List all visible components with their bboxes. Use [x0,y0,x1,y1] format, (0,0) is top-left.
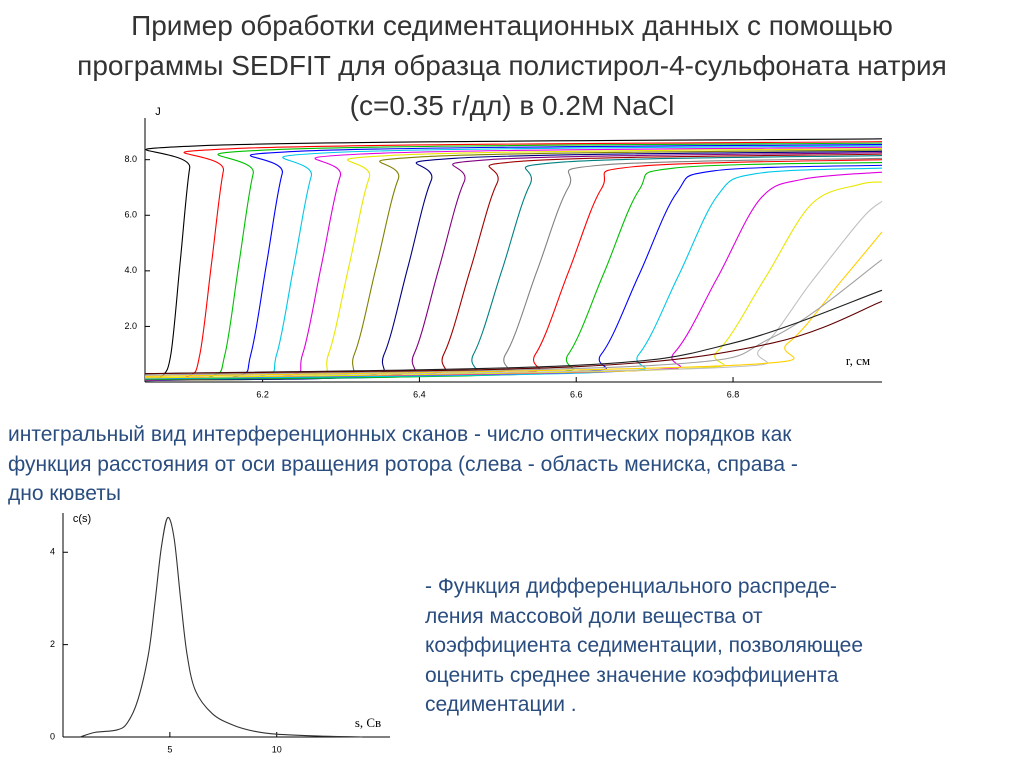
data-line [79,516,363,738]
data-line [144,150,883,381]
data-line [144,164,883,380]
y-tick-label: 8.0 [124,154,137,164]
y-tick-label: 2.0 [124,321,137,331]
x-tick-label: 6.4 [413,389,426,399]
x-tick-label: 5 [167,744,172,754]
x-tick-label: 6.8 [727,389,740,399]
data-line [144,143,883,382]
data-line [144,138,883,382]
data-line [144,231,883,377]
data-line [144,145,883,381]
x-axis-label: s, Св [355,715,381,730]
data-line [144,149,883,381]
caption: - Функция дифференциального распреде- ле… [425,575,864,716]
slide-title: Пример обработки седиментационных данных… [77,10,947,121]
data-line [144,161,883,380]
data-line [144,171,883,379]
y-axis-label: J [155,106,161,118]
data-line [144,141,883,382]
data-line [144,167,883,380]
y-tick-label: 6.0 [124,210,137,220]
data-line [144,300,883,375]
data-line [144,259,883,376]
data-line [144,142,883,382]
x-tick-label: 6.2 [256,389,269,399]
data-line [144,148,883,381]
data-line [144,152,883,381]
y-axis-label: c(s) [73,513,91,525]
y-tick-label: 2 [50,639,55,649]
data-line [144,181,883,379]
x-tick-label: 6.6 [570,389,583,399]
data-line [144,157,883,380]
data-line [144,159,883,380]
x-axis-label: r, см [846,353,870,368]
y-tick-label: 4.0 [124,265,137,275]
x-tick-label: 10 [272,744,282,754]
data-line [144,200,883,377]
y-tick-label: 4 [50,547,55,557]
data-line [144,146,883,381]
y-tick-label: 0 [50,731,55,741]
caption: интегральный вид интерференционных скано… [8,423,798,505]
